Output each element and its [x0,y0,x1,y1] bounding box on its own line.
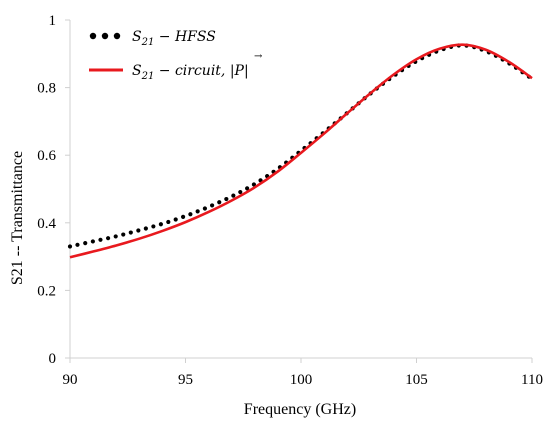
legend-marker-hfss [89,32,121,40]
series-layer [67,43,535,259]
x-tick-label: 95 [178,372,193,388]
legend-rest-circuit: − circuit, |P| [154,63,248,79]
legend-sub-circuit: 21 [141,71,155,82]
y-axis-label: S21 -- Transmittance [9,151,26,285]
x-tick-label: 105 [405,372,428,388]
series-hfss-line [67,43,535,249]
legend: S21 − HFSS S21 − circuit, |P| → [89,29,263,82]
y-tick-label: 0.4 [37,216,56,232]
y-tick-label: 0.2 [37,283,56,299]
tick-labels: 90 95 100 105 110 0 0.2 0.4 0.6 0.8 1 [37,13,543,388]
legend-sub-hfss: 21 [141,37,155,48]
y-tick-label: 0 [49,351,57,367]
y-tick-label: 1 [49,13,57,29]
x-tick-label: 100 [290,372,313,388]
series-circuit-line [69,43,533,259]
axes [65,19,533,363]
x-axis-label: Frequency (GHz) [244,401,356,418]
y-tick-label: 0.6 [37,148,56,164]
x-tick-label: 110 [521,372,543,388]
legend-vector-arrow: → [254,51,263,62]
y-tick-label: 0.8 [37,81,56,97]
legend-rest-hfss: − HFSS [154,29,216,45]
legend-label-circuit: S21 − circuit, |P| [132,63,249,82]
x-tick-label: 90 [63,372,78,388]
legend-label-hfss: S21 − HFSS [132,29,216,48]
